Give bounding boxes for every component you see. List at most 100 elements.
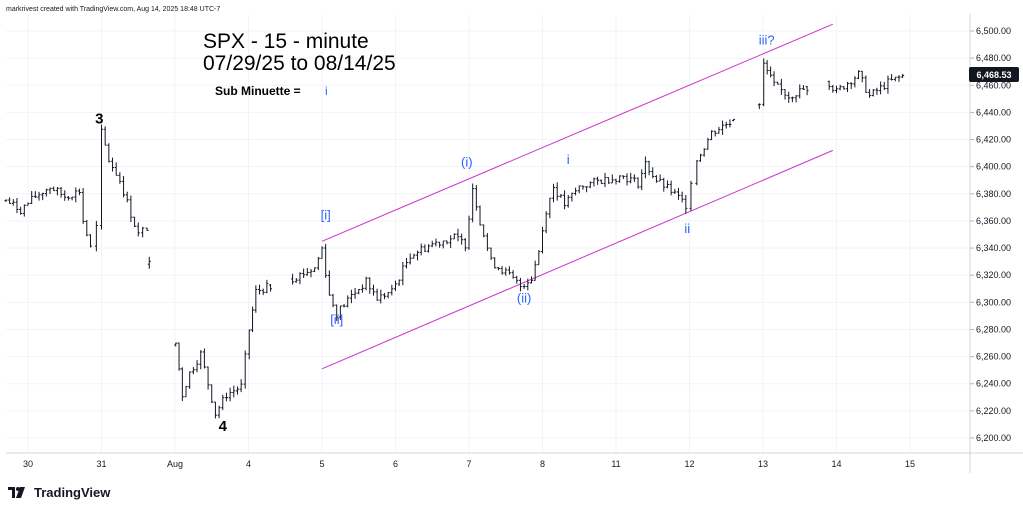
price-bar [52,186,56,192]
price-bar [81,187,85,224]
price-bar [654,175,658,183]
price-bar [496,267,500,271]
chart-subtitle: 07/29/25 to 08/14/25 [203,52,396,75]
price-bar [860,70,864,83]
price-bar [728,119,732,128]
price-bar [405,257,409,269]
price-bar [485,233,489,251]
price-bar [835,85,838,94]
price-bar [434,238,438,247]
chart-background [0,0,1023,476]
price-bar [70,196,74,201]
price-bar [599,179,603,185]
price-bar [518,277,522,292]
price-bar [419,243,423,256]
channel-line-upper [321,23,834,242]
price-bar [107,143,111,163]
price-bars-layer [4,58,905,419]
price-bar [254,285,258,313]
price-bar [224,392,228,402]
price-bar [689,180,693,211]
price-bar [103,126,107,146]
price-bar [882,81,886,91]
price-bar [353,287,357,299]
last-price-box [969,67,1019,82]
price-bar [603,172,607,188]
price-bar [463,238,467,252]
price-bar [581,185,585,190]
price-bar [798,84,802,99]
price-bar [302,268,306,279]
x-tick-label: 14 [831,459,841,469]
price-bar [500,266,504,275]
price-bar [449,235,453,248]
price-bar [555,182,559,201]
price-bar [669,180,673,196]
price-bar [710,130,714,141]
price-bar [647,160,651,176]
price-bar [625,173,629,186]
price-bar [504,267,508,276]
price-bar [541,226,544,254]
price-bar [85,219,89,237]
y-tick-label: 6,500.00 [976,26,1011,36]
y-tick-label: 6,380.00 [976,189,1011,199]
x-tick-label: 13 [758,459,768,469]
price-bar [592,177,596,187]
price-bar [364,276,368,291]
price-bar [247,329,251,360]
price-bar [732,118,736,122]
price-bar [702,148,706,157]
price-bar [533,260,537,281]
price-bar [849,82,853,90]
price-bar [827,80,831,90]
price-bar [371,284,375,296]
price-bar [897,75,901,82]
price-bar [235,386,239,395]
price-bar [574,187,578,196]
price-bar [8,197,12,204]
x-tick-label: 7 [466,459,471,469]
price-bar [706,137,710,150]
price-bar [360,284,364,293]
y-tick-label: 6,400.00 [976,162,1011,172]
price-bar [232,385,236,398]
price-bar [133,216,137,228]
x-tick-label: 4 [246,459,251,469]
x-tick-label: 6 [393,459,398,469]
price-bar [375,288,379,301]
price-bar [680,191,684,203]
price-bar [11,199,15,206]
grid-layer [6,15,970,453]
price-bar [59,187,63,198]
sub-minuette-value: i [325,84,328,98]
price-bar [526,278,530,291]
price-bar [695,160,699,186]
price-bar [213,401,217,419]
price-bar [313,267,317,273]
price-bar [265,279,269,294]
axis-layer: 6,200.00 6,220.00 6,240.00 6,260.00 6,280.00… [6,14,1023,473]
price-bar [662,177,666,192]
price-bar [717,126,721,134]
tradingview-logo-icon [8,487,25,498]
price-bar [452,233,456,240]
price-bar [44,188,48,197]
price-bar [243,350,247,389]
price-bar [217,405,221,419]
price-bar [94,220,98,252]
price-bar [772,71,776,87]
y-tick-label: 6,220.00 [976,406,1011,416]
price-bar [390,284,394,296]
price-bar [401,261,405,286]
wave-label: [i] [321,208,331,223]
price-bar [368,277,372,294]
price-bar [886,75,890,94]
price-bar [805,85,809,96]
price-bar [559,194,563,198]
chart-title: SPX - 15 - minute [203,30,369,53]
price-bar [191,367,195,375]
price-bar [493,257,497,269]
price-bar [515,275,519,284]
